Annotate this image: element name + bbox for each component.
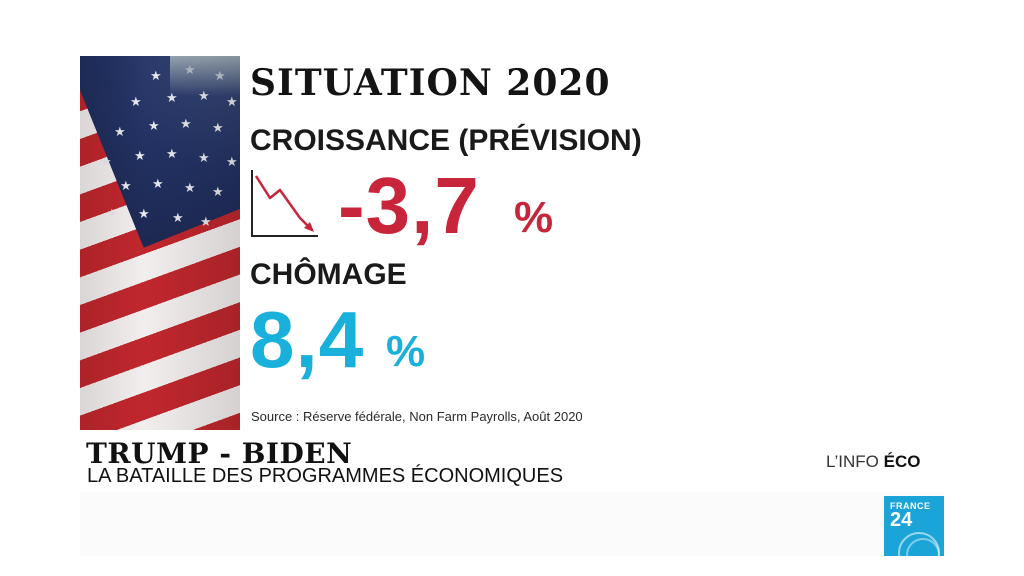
flag-star: ★ [138, 208, 150, 221]
source-note: Source : Réserve fédérale, Non Farm Payr… [251, 409, 583, 424]
flag-star: ★ [166, 148, 178, 161]
flag-star: ★ [184, 182, 196, 195]
flag-star: ★ [172, 212, 184, 225]
flag-star: ★ [150, 70, 162, 83]
show-name: ÉCO [883, 452, 921, 471]
flag-star: ★ [198, 152, 210, 165]
growth-label: CROISSANCE (PRÉVISION) [250, 124, 642, 157]
flag-star: ★ [180, 118, 192, 131]
flag-star: ★ [212, 122, 224, 135]
flag-star: ★ [100, 156, 112, 169]
flag-star: ★ [114, 126, 126, 139]
declining-chart-icon [251, 170, 318, 237]
unemployment-unit: % [386, 327, 426, 376]
flag-star: ★ [152, 178, 164, 191]
unemployment-value: 8,4 [250, 295, 365, 384]
growth-unit: % [514, 193, 554, 242]
lower-third-subtitle: LA BATAILLE DES PROGRAMMES ÉCONOMIQUES [87, 465, 564, 487]
flag-star: ★ [200, 216, 212, 229]
infographic-title: SITUATION 2020 [250, 62, 611, 104]
flag-star: ★ [148, 120, 160, 133]
logo-line1: FRANCE [890, 501, 931, 511]
flag-sky-gradient [170, 56, 240, 96]
us-flag-image: ★ ★ ★ ★ ★ ★ ★ ★ ★ ★ ★ ★ ★ ★ ★ ★ ★ ★ ★ ★ … [80, 56, 240, 430]
flag-star: ★ [226, 156, 238, 169]
lower-strip [80, 492, 944, 556]
growth-value: -3,7 [338, 161, 480, 250]
flag-star: ★ [212, 186, 224, 199]
flag-star: ★ [134, 150, 146, 163]
flag-star: ★ [226, 96, 238, 109]
france24-logo: FRANCE 24 [884, 496, 944, 556]
flag-star: ★ [106, 208, 118, 221]
flag-star: ★ [166, 92, 178, 105]
flag-star: ★ [198, 90, 210, 103]
logo-line2: 24 [890, 509, 913, 531]
flag-shading [80, 56, 240, 430]
show-tag: L’INFO ÉCO [826, 452, 920, 472]
unemployment-label: CHÔMAGE [250, 258, 407, 291]
flag-star: ★ [120, 180, 132, 193]
lower-third-title: TRUMP - BIDEN [86, 437, 353, 470]
flag-star: ★ [130, 96, 142, 109]
show-prefix: L’INFO [826, 452, 879, 471]
